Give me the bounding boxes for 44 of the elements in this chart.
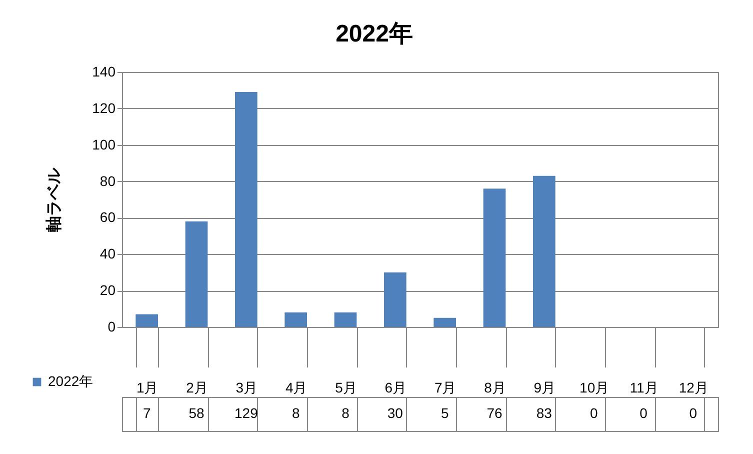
y-tick-label: 120: [92, 100, 116, 116]
x-tick-label: 3月: [236, 380, 258, 396]
x-tick-label: 4月: [285, 380, 308, 396]
bar: [234, 92, 258, 327]
x-tick-label: 11月: [630, 380, 658, 396]
y-tick-label: 100: [92, 136, 116, 152]
x-tick-label: 5月: [335, 380, 357, 396]
x-tick-label: 1月: [136, 380, 158, 396]
legend-label: 2022年: [48, 373, 94, 389]
bar: [384, 272, 406, 327]
bar: [185, 221, 208, 327]
x-tick-label: 7月: [434, 380, 456, 396]
bar: [532, 176, 556, 327]
y-tick-label: 60: [100, 209, 116, 226]
data-label: 129: [234, 405, 258, 421]
bar: [284, 312, 308, 327]
y-tick-label: 140: [92, 64, 116, 80]
bar: [483, 188, 506, 327]
y-tick-label: 0: [108, 318, 116, 334]
x-tick-label: 12月: [678, 380, 708, 396]
data-label: 83: [536, 405, 552, 421]
y-tick-label: 80: [100, 172, 116, 189]
data-label: 7: [142, 405, 151, 421]
y-tick-label: 20: [100, 282, 116, 298]
y-tick-label: 40: [100, 246, 116, 262]
x-tick-label: 8月: [484, 380, 506, 396]
data-label: 8: [292, 405, 300, 421]
data-label: 0: [689, 405, 698, 421]
chart-title: 2022年: [336, 20, 413, 48]
bar: [136, 314, 158, 327]
y-axis-title: 軸ラベル: [45, 167, 64, 233]
data-label: 0: [590, 405, 598, 421]
x-tick-label: 10月: [580, 380, 610, 396]
data-label: 8: [342, 405, 350, 421]
bar: [434, 318, 456, 327]
data-label: 5: [440, 405, 449, 421]
data-label: 76: [486, 405, 502, 421]
bar: [334, 312, 357, 327]
x-tick-label: 6月: [384, 380, 407, 396]
x-tick-label: 2月: [186, 380, 208, 396]
data-label: 0: [640, 405, 648, 421]
x-tick-label: 9月: [534, 380, 556, 396]
data-label: 58: [188, 405, 204, 421]
data-label: 30: [387, 405, 404, 421]
